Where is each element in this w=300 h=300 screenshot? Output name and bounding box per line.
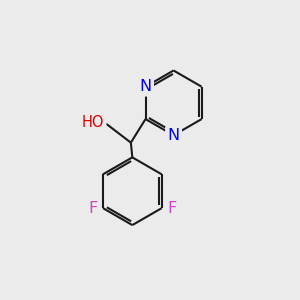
Text: N: N xyxy=(167,128,180,143)
Text: N: N xyxy=(140,79,152,94)
Text: F: F xyxy=(88,201,98,216)
Text: F: F xyxy=(167,201,176,216)
Text: HO: HO xyxy=(82,115,104,130)
